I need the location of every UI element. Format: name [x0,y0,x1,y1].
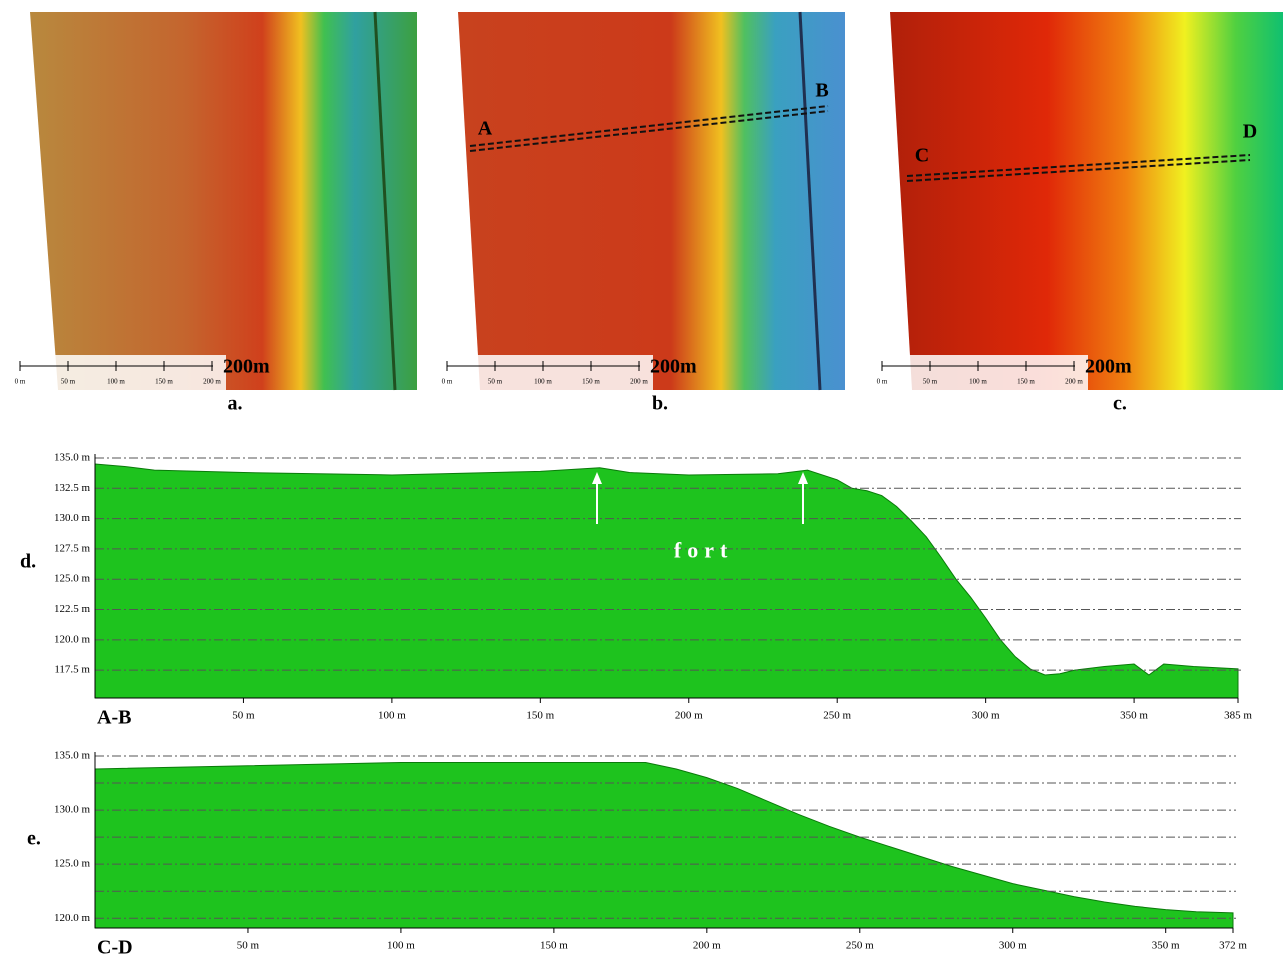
scale-title: 200m [223,356,270,378]
x-tick-label: 300 m [972,710,1000,722]
scale-label: 50 m [488,378,503,386]
profile-label: A-B [97,707,131,729]
terrain-image [30,12,417,390]
y-tick-label: 125.0 m [54,858,91,870]
x-tick-label: 300 m [999,940,1027,952]
scale-label: 100 m [534,378,552,386]
x-tick-label: 100 m [387,940,415,952]
arrow-head [798,472,808,484]
y-tick-label: 135.0 m [54,452,91,464]
profile-line [906,159,1251,182]
scale-label: 200 m [1065,378,1083,386]
profile-area [94,463,1239,699]
panel-label: e. [27,828,41,850]
scale-label: 100 m [107,378,125,386]
x-tick-label: 350 m [1120,710,1148,722]
annotation: fort [674,538,733,563]
scale-box [8,355,226,390]
profile-line [469,110,829,152]
x-tick-label: 250 m [846,940,874,952]
profile-label: C-D [97,937,133,955]
x-tick-label: 372 m [1219,940,1247,952]
scale-label: 150 m [582,378,600,386]
map-c: C D [890,12,1283,390]
map-b: A B [458,11,845,391]
x-tick-label: 385 m [1224,710,1252,722]
x-tick-label: 150 m [540,940,568,952]
y-tick-label: 125.0 m [54,573,91,585]
y-tick-label: 117.5 m [54,664,90,676]
marker-label: C [915,145,929,167]
marker-label: B [815,80,828,102]
y-tick-label: 135.0 m [54,750,91,762]
marker-label: A [478,118,493,140]
scale-title: 200m [1085,356,1132,378]
profile-area [94,761,1234,929]
scale-label: 200 m [630,378,648,386]
terrain-image [890,12,1283,390]
x-tick-label: 50 m [232,710,255,722]
arrow-head [592,472,602,484]
x-tick-label: 50 m [237,940,260,952]
scale-box [435,355,653,390]
scale-label: 50 m [923,378,938,386]
profile-line [469,105,829,147]
panel-label: b. [652,393,668,415]
x-tick-label: 350 m [1152,940,1180,952]
scale-label: 0 m [877,378,888,386]
scale-label: 200 m [203,378,221,386]
x-tick-label: 200 m [693,940,721,952]
panel-label: c. [1113,393,1127,415]
road [798,11,822,391]
scale-title: 200m [650,356,697,378]
panel-label: d. [20,551,36,573]
scale-label: 100 m [969,378,987,386]
scale-label: 150 m [155,378,173,386]
marker-label: D [1243,121,1257,143]
scale-label: 0 m [15,378,26,386]
y-tick-label: 127.5 m [54,542,91,554]
y-tick-label: 130.0 m [54,512,91,524]
scale-label: 150 m [1017,378,1035,386]
profile-line [906,154,1251,177]
x-tick-label: 200 m [675,710,703,722]
map-a [30,11,417,391]
x-tick-label: 100 m [378,710,406,722]
scale-label: 0 m [442,378,453,386]
scale-label: 50 m [61,378,76,386]
x-tick-label: 150 m [526,710,554,722]
scale-box [870,355,1088,390]
x-tick-label: 250 m [823,710,851,722]
y-tick-label: 132.5 m [54,482,91,494]
y-tick-label: 120.0 m [54,633,91,645]
panel-label: a. [228,393,243,415]
terrain-image [458,12,845,390]
y-tick-label: 122.5 m [54,603,91,615]
y-tick-label: 120.0 m [54,912,91,924]
road [373,11,397,391]
y-tick-label: 130.0 m [54,804,91,816]
